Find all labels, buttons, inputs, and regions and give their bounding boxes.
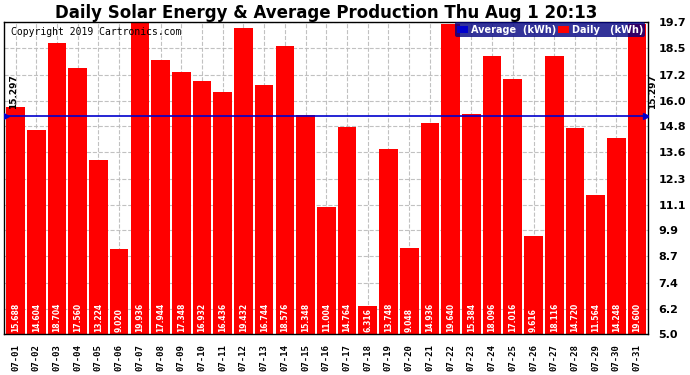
- Text: 18.576: 18.576: [280, 303, 289, 332]
- Legend: Average  (kWh), Daily   (kWh): Average (kWh), Daily (kWh): [455, 22, 645, 37]
- Text: 13.224: 13.224: [94, 303, 103, 332]
- Text: 14.936: 14.936: [426, 303, 435, 332]
- Text: 18.096: 18.096: [488, 303, 497, 332]
- Text: 19.640: 19.640: [446, 303, 455, 332]
- Bar: [524, 236, 543, 334]
- Text: 15.297: 15.297: [649, 75, 658, 109]
- Bar: [275, 46, 294, 334]
- Bar: [628, 24, 647, 334]
- Text: 14.604: 14.604: [32, 303, 41, 332]
- Text: 15.297: 15.297: [10, 75, 19, 109]
- Bar: [151, 60, 170, 334]
- Text: 17.348: 17.348: [177, 302, 186, 332]
- Text: 6.316: 6.316: [363, 308, 373, 332]
- Bar: [296, 115, 315, 334]
- Text: 11.004: 11.004: [322, 303, 331, 332]
- Bar: [566, 128, 584, 334]
- Bar: [400, 248, 419, 334]
- Bar: [380, 148, 398, 334]
- Bar: [193, 81, 211, 334]
- Text: 11.564: 11.564: [591, 303, 600, 332]
- Text: 18.704: 18.704: [52, 302, 61, 332]
- Bar: [421, 123, 440, 334]
- Bar: [89, 160, 108, 334]
- Bar: [213, 92, 232, 334]
- Bar: [483, 56, 502, 334]
- Bar: [607, 138, 626, 334]
- Bar: [27, 130, 46, 334]
- Bar: [317, 207, 335, 334]
- Text: 9.020: 9.020: [115, 308, 124, 332]
- Text: Copyright 2019 Cartronics.com: Copyright 2019 Cartronics.com: [10, 27, 181, 37]
- Bar: [337, 127, 356, 334]
- Bar: [110, 249, 128, 334]
- Title: Daily Solar Energy & Average Production Thu Aug 1 20:13: Daily Solar Energy & Average Production …: [55, 4, 598, 22]
- Bar: [255, 85, 273, 334]
- Text: 15.348: 15.348: [301, 303, 310, 332]
- Text: 19.936: 19.936: [135, 303, 144, 332]
- Text: 14.248: 14.248: [612, 303, 621, 332]
- Bar: [358, 306, 377, 334]
- Bar: [48, 44, 66, 334]
- Bar: [68, 68, 87, 334]
- Text: 17.944: 17.944: [156, 303, 165, 332]
- Text: 18.116: 18.116: [550, 303, 559, 332]
- Text: 9.616: 9.616: [529, 308, 538, 332]
- Text: 13.748: 13.748: [384, 302, 393, 332]
- Bar: [462, 114, 481, 334]
- Text: 15.384: 15.384: [467, 303, 476, 332]
- Text: 14.764: 14.764: [342, 303, 351, 332]
- Bar: [234, 28, 253, 334]
- Bar: [545, 56, 564, 334]
- Text: 19.600: 19.600: [633, 303, 642, 332]
- Bar: [130, 17, 149, 334]
- Text: 14.720: 14.720: [571, 303, 580, 332]
- Text: 16.744: 16.744: [259, 303, 268, 332]
- Text: 15.688: 15.688: [11, 303, 20, 332]
- Text: 16.436: 16.436: [218, 303, 227, 332]
- Bar: [586, 195, 605, 334]
- Text: 17.016: 17.016: [509, 303, 518, 332]
- Text: 19.432: 19.432: [239, 303, 248, 332]
- Bar: [172, 72, 190, 334]
- Text: 16.932: 16.932: [197, 303, 206, 332]
- Bar: [6, 108, 25, 334]
- Bar: [504, 79, 522, 334]
- Text: 9.048: 9.048: [405, 308, 414, 332]
- Text: 17.560: 17.560: [73, 303, 82, 332]
- Bar: [442, 24, 460, 334]
